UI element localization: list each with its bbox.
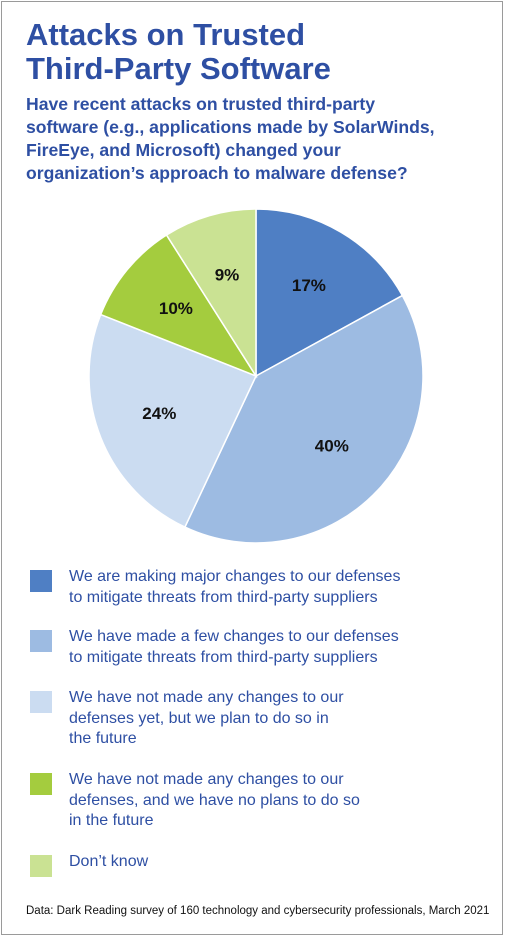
slice-label-major-changes: 17%	[292, 276, 326, 295]
pie-chart: 17% 40% 24% 10% 9%	[88, 208, 424, 544]
chart-title: Attacks on Trusted Third-Party Software	[26, 18, 486, 86]
slice-label-no-changes-plan: 24%	[142, 404, 176, 423]
slice-label-few-changes: 40%	[315, 437, 349, 456]
title-line-2: Third-Party Software	[26, 51, 331, 86]
pie-slice-no-changes-no-plan	[99, 233, 258, 378]
title-line-1: Attacks on Trusted	[26, 17, 306, 52]
pie-slice-dont-know	[165, 208, 257, 379]
slice-label-no-changes-no-plan: 10%	[159, 299, 193, 318]
pie-slice-few-changes	[183, 294, 424, 544]
slice-label-dont-know: 9%	[215, 266, 240, 285]
subtitle-line-2: software (e.g., applications made by Sol…	[26, 117, 435, 137]
pie-slice-major-changes	[255, 208, 404, 378]
pie-slice-no-changes-plan	[88, 313, 258, 529]
chart-subtitle: Have recent attacks on trusted third-par…	[26, 93, 496, 185]
subtitle-line-3: FireEye, and Microsoft) changed your	[26, 140, 341, 160]
subtitle-line-4: organization’s approach to malware defen…	[26, 163, 408, 183]
subtitle-line-1: Have recent attacks on trusted third-par…	[26, 94, 376, 114]
source-note: Data: Dark Reading survey of 160 technol…	[26, 905, 490, 917]
